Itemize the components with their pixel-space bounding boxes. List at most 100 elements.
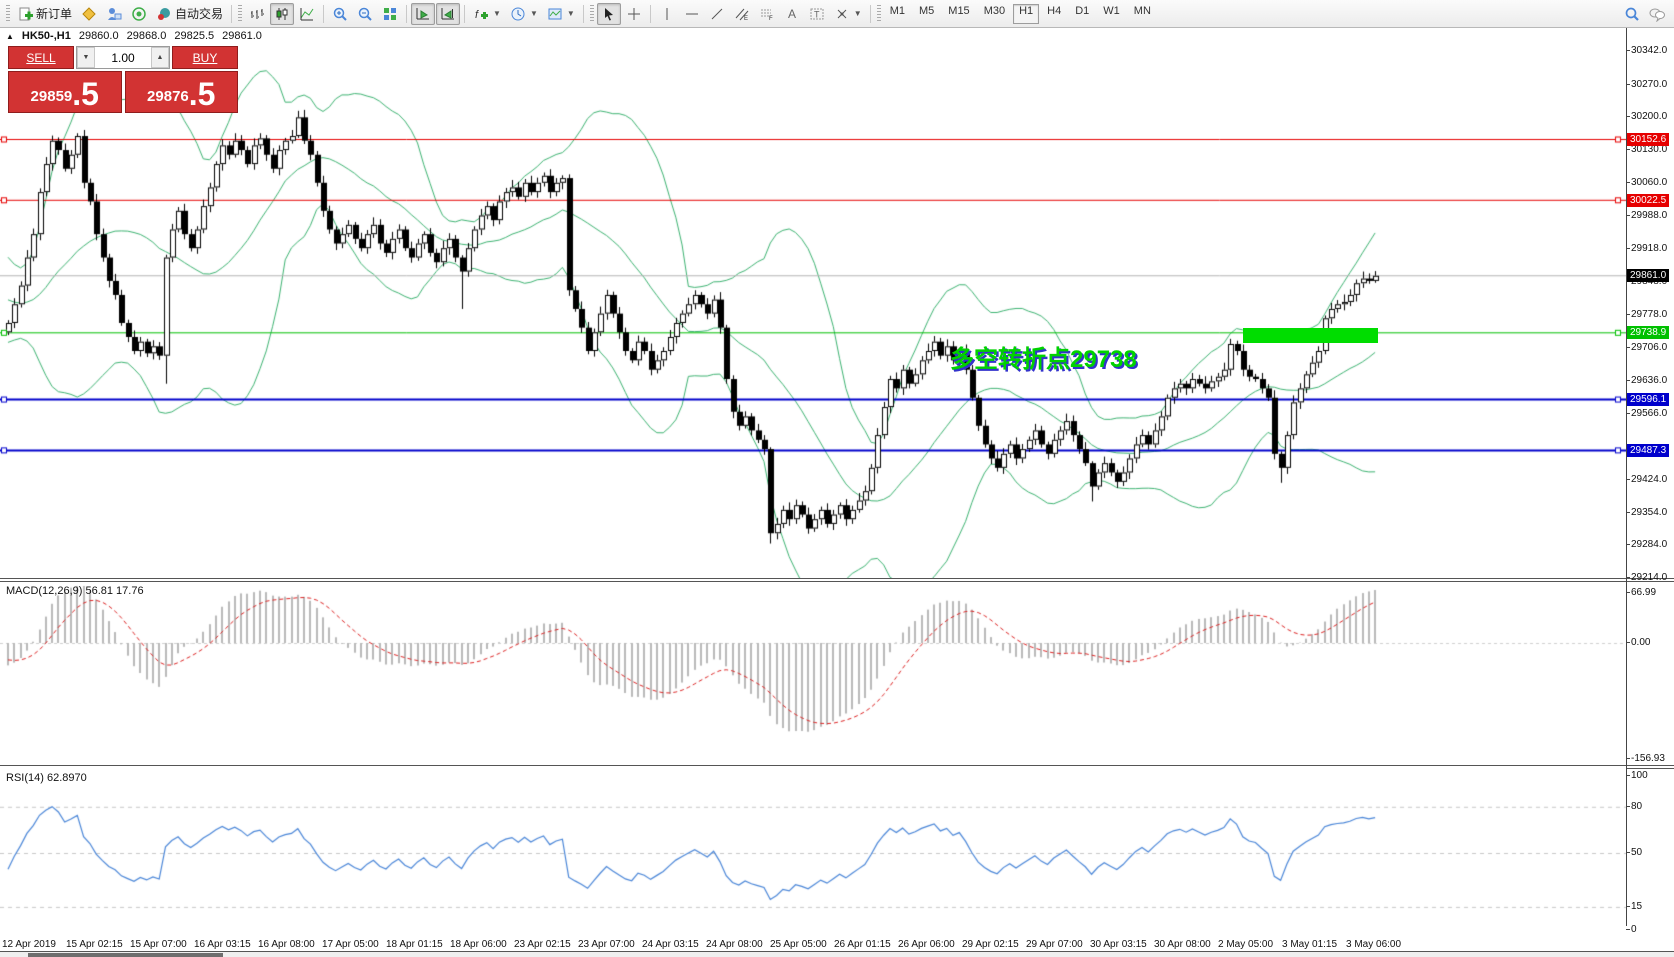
cursor-button[interactable] (596, 2, 621, 25)
timeframe-button-M30[interactable]: M30 (983, 4, 1006, 17)
zoom-out-button[interactable] (353, 3, 377, 25)
macd-tick-label: 66.99 (1626, 588, 1673, 598)
time-axis-label: 15 Apr 02:15 (66, 939, 123, 950)
timeframe-group: M1 M5 M15 M30 H1 H4 D1 W1 MN (884, 3, 1157, 24)
price-tick-label: 29424.0 (1626, 474, 1673, 485)
bar-chart-button[interactable] (245, 3, 269, 25)
timeframe-button-M5[interactable]: M5 (919, 4, 935, 17)
price-tick-label: 29778.0 (1626, 309, 1673, 320)
sell-button[interactable]: SELL (8, 46, 74, 69)
channel-button[interactable]: E (730, 3, 754, 25)
buy-price-display[interactable]: 29876 .5 (124, 71, 238, 113)
buy-price-main: 29876 (147, 88, 189, 105)
text-label-icon: T (810, 8, 824, 19)
line-chart-button[interactable] (295, 3, 319, 25)
toolbar-separator (582, 4, 584, 23)
crosshair-icon (627, 7, 640, 20)
signals-icon (132, 6, 146, 21)
one-click-trade-panel: SELL ▼ 1.00 ▲ BUY 29859 .5 29876 .5 (8, 46, 238, 113)
collapse-panel-arrow-icon[interactable]: ▲ (6, 31, 14, 41)
rsi-tick-label: 0 (1626, 925, 1673, 935)
time-axis-label: 30 Apr 03:15 (1090, 939, 1147, 950)
chat-button[interactable] (1644, 3, 1670, 25)
candlestick-chart-button[interactable] (270, 2, 295, 25)
new-order-label: 新订单 (36, 7, 73, 21)
time-axis-label: 26 Apr 06:00 (898, 939, 955, 950)
zoom-in-button[interactable] (328, 3, 352, 25)
macd-tick-label: -156.93 (1626, 753, 1673, 764)
timeframe-button-MN[interactable]: MN (1133, 4, 1151, 17)
timeframe-button-M15[interactable]: M15 (948, 4, 970, 17)
arrows-icon (837, 9, 847, 18)
volume-decrease-button[interactable]: ▼ (77, 47, 95, 68)
vertical-line-button[interactable] (655, 3, 679, 25)
chart-shift-icon (441, 7, 455, 19)
timeframe-button-H1[interactable]: H1 (1013, 3, 1040, 24)
templates-button[interactable]: ▼ (543, 3, 579, 25)
autotrading-button[interactable]: 自动交易 (152, 3, 227, 25)
horizontal-line-icon (685, 13, 698, 14)
chart-shift-button[interactable] (436, 2, 461, 25)
svg-text:A: A (788, 7, 796, 21)
search-button[interactable] (1620, 3, 1644, 25)
timeframe-button-W1[interactable]: W1 (1103, 4, 1120, 17)
time-axis-label: 16 Apr 03:15 (194, 939, 251, 950)
time-axis-label: 25 Apr 05:00 (770, 939, 827, 950)
price-tick-label: 30342.0 (1626, 46, 1673, 56)
price-tick-label: 29566.0 (1626, 408, 1673, 419)
new-order-button[interactable]: 新订单 (13, 3, 76, 25)
toolbar-grip (6, 4, 10, 23)
macd-pane-canvas[interactable] (0, 582, 1626, 766)
timeframe-button-M1[interactable]: M1 (889, 4, 905, 17)
auto-scroll-icon (416, 7, 430, 19)
rsi-tick-label: 100 (1626, 771, 1673, 781)
horizontal-scrollbar[interactable] (0, 951, 1674, 957)
clock-icon (511, 7, 525, 20)
svg-text:F: F (769, 16, 773, 22)
price-tick-label: 29636.0 (1626, 375, 1673, 386)
timeframe-button-D1[interactable]: D1 (1075, 4, 1090, 17)
toolbar-separator (869, 4, 871, 23)
volume-increase-button[interactable]: ▲ (151, 47, 169, 68)
timeframe-button-H4[interactable]: H4 (1047, 4, 1062, 17)
time-axis-label: 23 Apr 07:00 (578, 939, 635, 950)
time-axis-label: 30 Apr 08:00 (1154, 939, 1211, 950)
rsi-pane-canvas[interactable] (0, 768, 1626, 938)
time-axis-label: 29 Apr 07:00 (1026, 939, 1083, 950)
price-tick-label: 30130.0 (1626, 145, 1673, 155)
cursor-icon (604, 7, 613, 20)
periods-button[interactable]: ▼ (506, 3, 542, 25)
arrows-button[interactable]: ▼ (830, 3, 866, 25)
metaeditor-button[interactable] (77, 3, 101, 25)
text-label-button[interactable]: T (805, 3, 829, 25)
text-a-icon: A (788, 7, 796, 21)
search-icon (1625, 7, 1639, 21)
sell-price-display[interactable]: 29859 .5 (8, 71, 122, 113)
candlestick-chart-icon (276, 7, 288, 20)
dropdown-arrow-icon: ▼ (566, 9, 575, 18)
price-chart-canvas[interactable] (0, 44, 1626, 578)
macd-indicator-label: MACD(12,26,9) 56.81 17.76 (6, 585, 144, 597)
toolbar-separator (323, 4, 325, 23)
trendline-button[interactable] (705, 3, 729, 25)
signals-button[interactable] (127, 3, 151, 25)
profile-button[interactable] (102, 3, 126, 25)
price-tag-label: 29596.1 (1627, 393, 1670, 407)
dropdown-arrow-icon: ▼ (853, 9, 862, 18)
volume-value[interactable]: 1.00 (111, 50, 135, 65)
fibonacci-button[interactable]: F (755, 3, 779, 25)
buy-button[interactable]: BUY (172, 46, 238, 69)
price-tick-label: 30060.0 (1626, 177, 1673, 188)
text-button[interactable]: A (780, 3, 804, 25)
toolbar-grip (238, 4, 243, 23)
auto-scroll-button[interactable] (411, 2, 436, 25)
buy-price-fraction: .5 (188, 76, 216, 112)
price-tag-label: 30152.6 (1627, 133, 1670, 146)
volume-stepper: ▼ 1.00 ▲ (76, 46, 170, 69)
horizontal-line-button[interactable] (680, 3, 704, 25)
crosshair-button[interactable] (622, 3, 646, 25)
indicators-button[interactable]: f ▼ (469, 3, 505, 25)
line-chart-icon (300, 7, 314, 20)
pane-divider[interactable] (0, 578, 1674, 582)
tile-windows-button[interactable] (378, 3, 402, 25)
